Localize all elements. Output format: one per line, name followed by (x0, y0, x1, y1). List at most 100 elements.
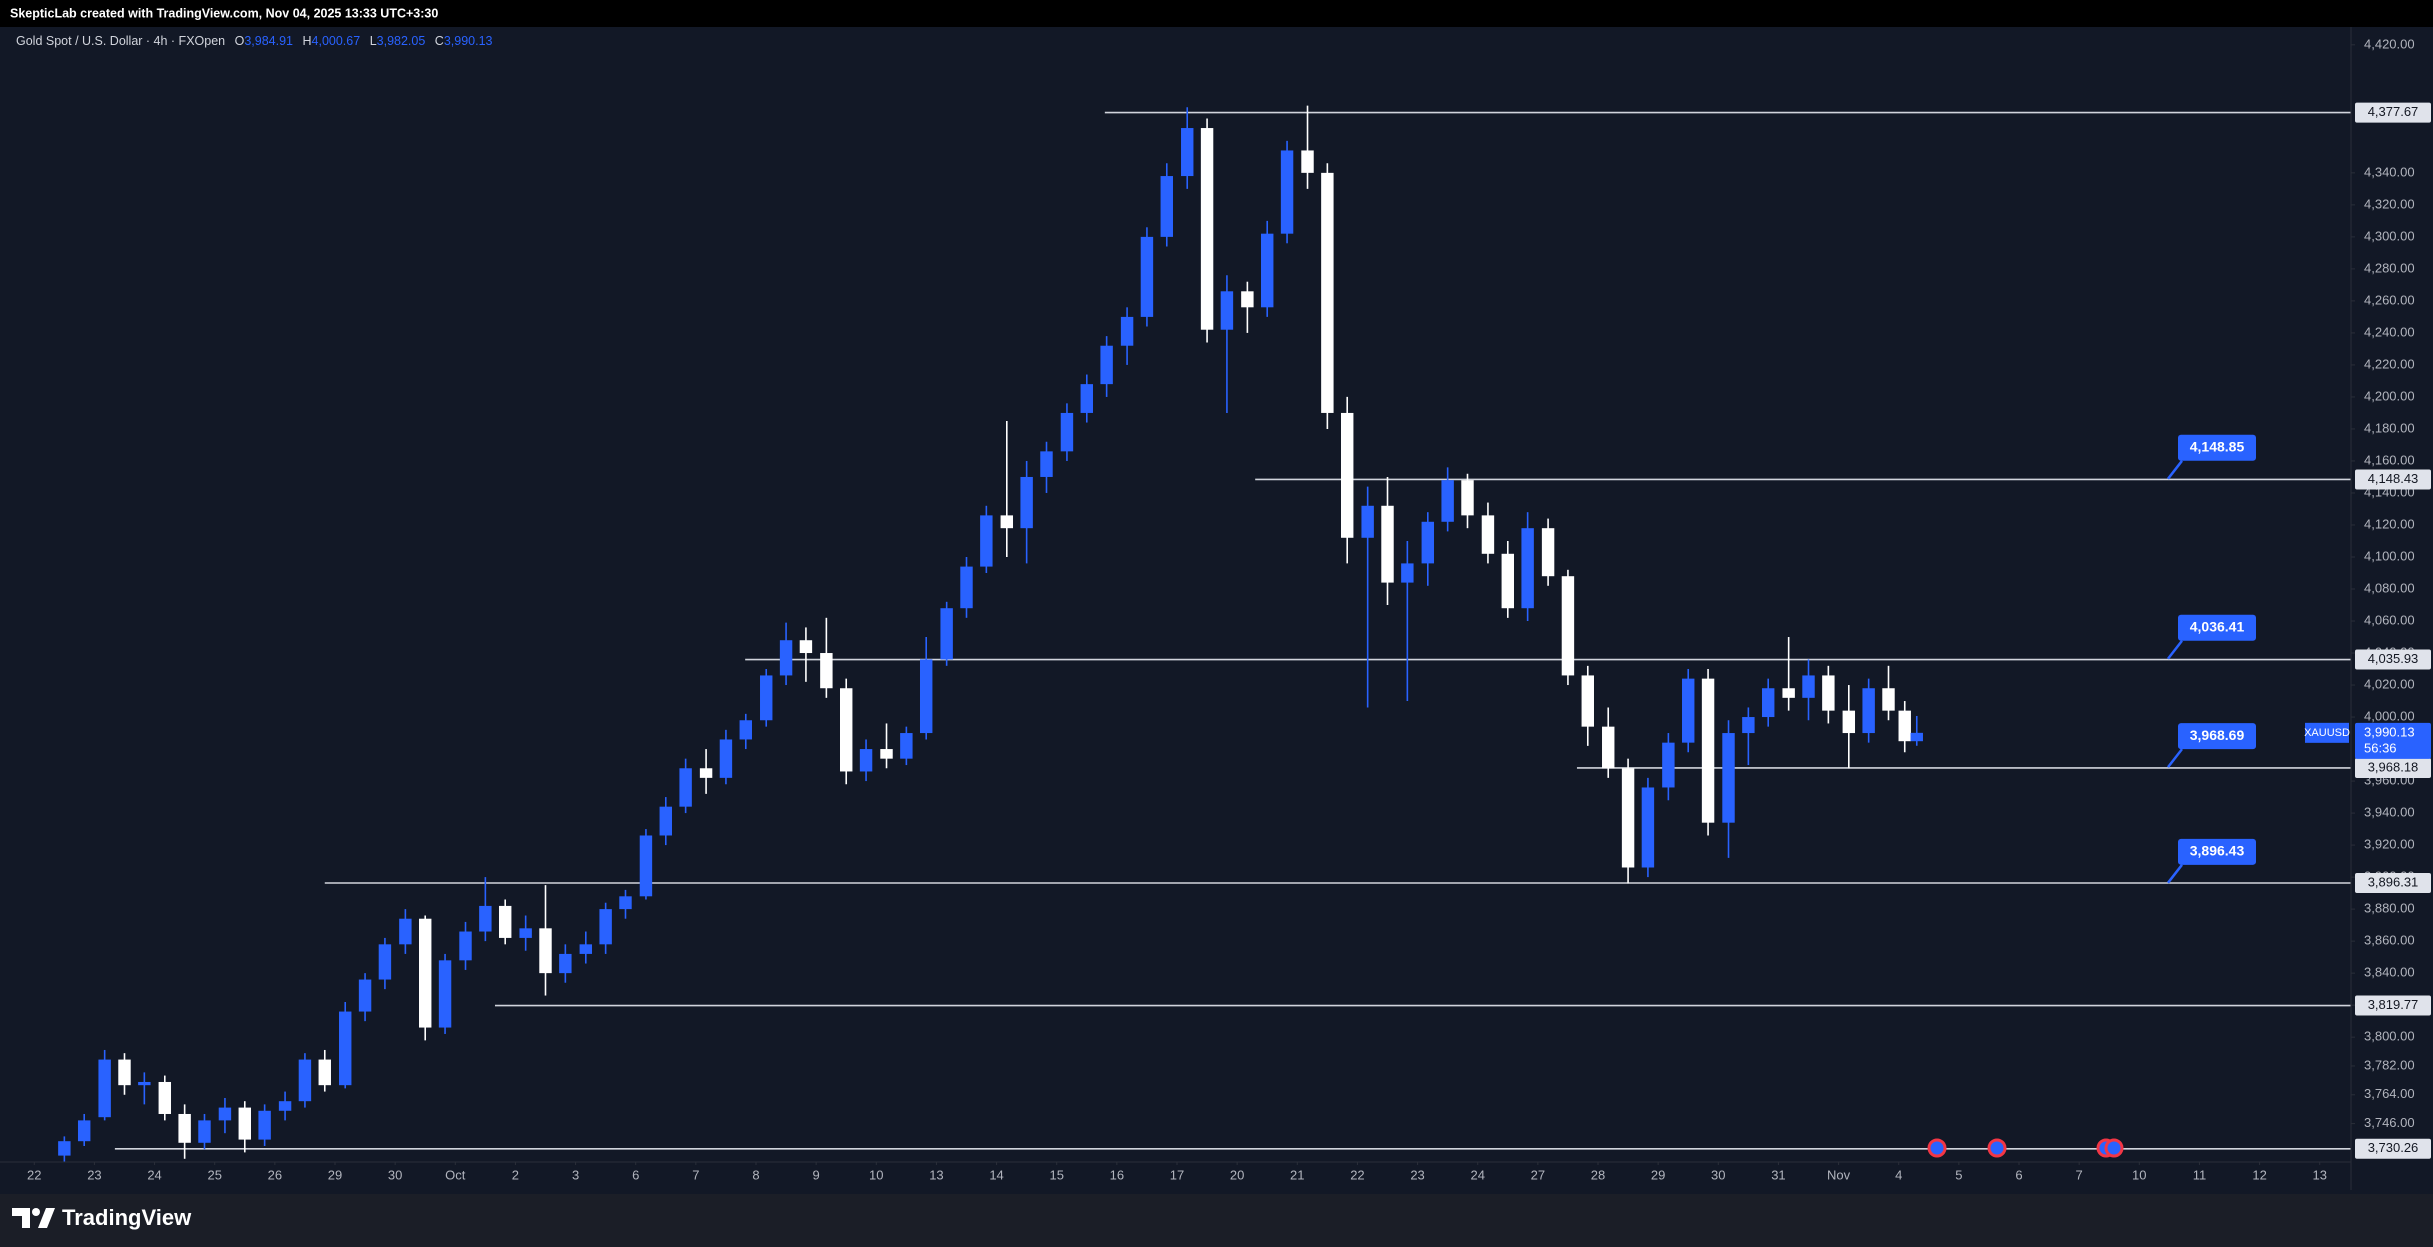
y-tick-label: 4,100.00 (2364, 548, 2415, 563)
y-tick-label: 4,060.00 (2364, 612, 2415, 627)
event-marker[interactable] (2104, 1138, 2124, 1158)
candle-body (1401, 563, 1414, 583)
candle-body (1241, 291, 1254, 308)
x-tick-label: 29 (1651, 1167, 1665, 1182)
brand[interactable]: TradingView (62, 1205, 192, 1230)
candle-body (1722, 733, 1735, 823)
candle-body (58, 1141, 71, 1156)
candle-body (1521, 528, 1534, 609)
candle-body (98, 1059, 111, 1118)
candle-body (599, 909, 612, 945)
candle-body (980, 515, 993, 567)
candle-body (278, 1101, 292, 1111)
level-label-box (2355, 469, 2431, 490)
candle-body (1561, 576, 1575, 676)
callout-box (2178, 723, 2256, 750)
ohlc-key: O (235, 34, 245, 48)
y-tick-label: 3,860.00 (2364, 933, 2415, 948)
countdown: 56:36 (2364, 740, 2397, 755)
candle-body (459, 931, 472, 961)
y-tick-label: 3,920.00 (2364, 837, 2415, 852)
footer-bar (0, 1194, 2433, 1247)
ohlc-key: L (370, 34, 377, 48)
candle-body (900, 733, 913, 759)
candle-body (378, 944, 392, 980)
callout-label: 4,148.85 (2190, 439, 2245, 455)
candle-body (1862, 688, 1875, 734)
candle-body (739, 720, 752, 740)
candle-body (1020, 476, 1033, 529)
candle-body (1822, 675, 1835, 711)
candle-body (318, 1059, 331, 1086)
x-tick-label: 14 (989, 1167, 1003, 1182)
x-tick-label: 9 (813, 1167, 820, 1182)
candle-body (539, 928, 552, 974)
callout-pointer (2167, 864, 2183, 884)
logo-mark (38, 1208, 55, 1228)
x-tick-label: 24 (1470, 1167, 1484, 1182)
x-tick-label: 5 (1955, 1167, 1962, 1182)
level-label-box (2355, 995, 2431, 1016)
callout-box (2178, 614, 2256, 641)
candle-body (1541, 528, 1555, 577)
y-tick-label: 4,220.00 (2364, 356, 2415, 371)
candle-body (859, 749, 873, 772)
y-tick-label: 4,320.00 (2364, 196, 2415, 211)
last-price-label: 3,990.13 (2364, 724, 2415, 739)
x-tick-label: 20 (1230, 1167, 1244, 1182)
candle-body (1461, 480, 1474, 516)
ohlc-value: 3,984.91 (244, 34, 293, 48)
x-tick-label: 26 (268, 1167, 282, 1182)
x-tick-label: 30 (1711, 1167, 1725, 1182)
candle-body (719, 739, 733, 778)
level-label: 3,896.31 (2368, 874, 2419, 889)
x-tick-label: 21 (1290, 1167, 1304, 1182)
y-tick-label: 3,764.00 (2364, 1086, 2415, 1101)
candle-body (1381, 505, 1394, 583)
ohlc-value: 4,000.67 (312, 34, 361, 48)
x-tick-label: Nov (1827, 1167, 1851, 1182)
x-tick-label: 6 (2015, 1167, 2022, 1182)
event-marker[interactable] (1927, 1138, 1947, 1158)
x-tick-label: 7 (692, 1167, 699, 1182)
candle-body (198, 1120, 211, 1143)
x-tick-label: 22 (1350, 1167, 1364, 1182)
candle-body (138, 1081, 151, 1086)
level-label-box (2355, 873, 2431, 894)
candle-body (799, 640, 813, 654)
y-tick-label: 3,800.00 (2364, 1029, 2415, 1044)
candle-body (1581, 675, 1594, 727)
x-tick-label: 13 (2312, 1167, 2326, 1182)
x-tick-label: 24 (147, 1167, 161, 1182)
event-marker[interactable] (1987, 1138, 2007, 1158)
y-tick-label: 4,160.00 (2364, 452, 2415, 467)
x-tick-label: 23 (87, 1167, 101, 1182)
candle-body (1842, 710, 1856, 734)
ohlc-value: 3,990.13 (444, 34, 493, 48)
level-label: 3,819.77 (2368, 997, 2419, 1012)
y-tick-label: 4,020.00 (2364, 676, 2415, 691)
candle-body (1761, 688, 1775, 718)
candle-body (1060, 412, 1074, 452)
x-tick-label: Oct (445, 1167, 466, 1182)
attribution: SkepticLab created with TradingView.com,… (10, 6, 438, 20)
candle-body (1200, 128, 1214, 330)
candle-body (399, 918, 412, 945)
level-label-box (2355, 1138, 2431, 1159)
candle-body (1261, 233, 1274, 308)
logo-mark (12, 1208, 30, 1228)
candle-body (1421, 521, 1435, 564)
candles (58, 105, 1923, 1162)
candle-body (779, 640, 793, 676)
candle-body (1701, 678, 1715, 823)
candle-body (1160, 176, 1173, 237)
level-label: 3,968.18 (2368, 759, 2419, 774)
level-label: 4,148.43 (2368, 471, 2419, 486)
y-tick-label: 3,840.00 (2364, 965, 2415, 980)
x-tick-label: 2 (512, 1167, 519, 1182)
callout-pointer (2167, 460, 2183, 480)
callout-pointer (2167, 640, 2183, 660)
candle-body (1100, 345, 1113, 385)
